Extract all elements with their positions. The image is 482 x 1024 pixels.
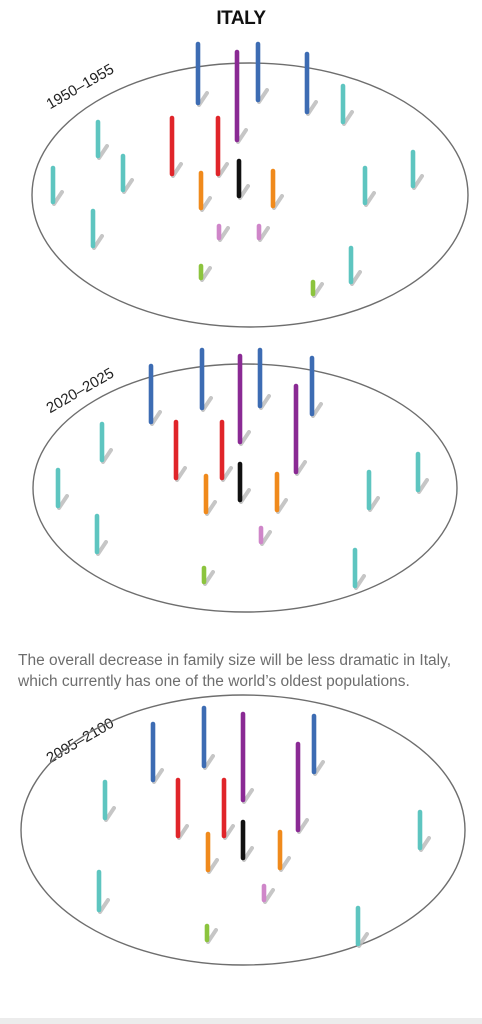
person-pin-teal	[50, 165, 64, 206]
family-diagram-2095-2100	[20, 694, 466, 966]
person-pin-orange	[270, 168, 284, 210]
person-pin-orange	[274, 471, 288, 514]
person-pin-purple	[240, 711, 254, 804]
person-pin-teal	[94, 513, 108, 556]
person-pin-blue	[199, 347, 213, 412]
person-pin-orange	[198, 170, 212, 212]
person-pin-teal	[352, 547, 366, 590]
person-pin-teal	[99, 421, 113, 464]
person-pin-teal	[120, 153, 134, 194]
person-pin-orange	[205, 831, 219, 874]
person-pin-teal	[55, 467, 69, 510]
person-pin-red	[219, 419, 233, 482]
footer-bar	[0, 1018, 482, 1024]
person-pin-red	[173, 419, 187, 482]
panel-1950-1955: 1950–1955	[0, 38, 482, 338]
family-diagram-1950-1955	[31, 41, 469, 328]
person-pin-teal	[410, 149, 424, 190]
person-pin-pink	[256, 223, 270, 242]
person-pin-blue	[304, 51, 318, 116]
person-pin-blue	[257, 347, 271, 410]
person-pin-blue	[150, 721, 164, 784]
person-pin-teal	[90, 208, 104, 250]
population-ellipse	[31, 62, 469, 328]
caption-line-1: The overall decrease in family size will…	[18, 652, 452, 669]
person-pin-teal	[95, 119, 109, 160]
population-ellipse	[32, 363, 458, 613]
person-pin-black	[237, 461, 251, 504]
person-pin-red	[215, 115, 229, 178]
person-pin-teal	[362, 165, 376, 207]
person-pin-blue	[201, 705, 215, 770]
person-pin-blue	[195, 41, 209, 107]
person-pin-red	[175, 777, 189, 840]
person-pin-blue	[311, 713, 325, 776]
figure-title: ITALY	[216, 8, 266, 29]
person-pin-purple	[234, 49, 248, 144]
family-diagram-2020-2025	[32, 347, 458, 613]
person-pin-teal	[355, 905, 369, 948]
person-pin-purple	[295, 741, 309, 834]
person-pin-green	[201, 565, 215, 586]
person-pin-pink	[261, 883, 275, 904]
person-pin-blue	[255, 41, 269, 104]
person-pin-purple	[237, 353, 251, 446]
person-pin-orange	[203, 473, 217, 516]
person-pin-black	[236, 158, 250, 200]
person-pin-blue	[148, 363, 162, 426]
person-pin-green	[310, 279, 324, 298]
person-pin-orange	[277, 829, 291, 872]
person-pin-pink	[258, 525, 272, 546]
person-pin-red	[169, 115, 183, 178]
person-pin-teal	[415, 451, 429, 494]
person-pin-green	[198, 263, 212, 282]
person-pin-green	[204, 923, 218, 944]
person-pin-purple	[293, 383, 307, 476]
person-pin-red	[221, 777, 235, 840]
caption-line-2: which currently has one of the world’s o…	[18, 673, 410, 690]
panel-2020-2025: 2020–2025	[0, 340, 482, 613]
panel-2095-2100: 2095–2100	[0, 694, 482, 1000]
person-pin-teal	[102, 779, 116, 822]
person-pin-teal	[96, 869, 110, 914]
caption: The overall decrease in family size will…	[18, 650, 473, 692]
person-pin-pink	[216, 223, 230, 242]
person-pin-teal	[340, 83, 354, 126]
person-pin-teal	[366, 469, 380, 512]
person-pin-teal	[417, 809, 431, 852]
person-pin-teal	[348, 245, 362, 286]
person-pin-blue	[309, 355, 323, 418]
population-ellipse	[20, 694, 466, 966]
person-pin-black	[240, 819, 254, 862]
